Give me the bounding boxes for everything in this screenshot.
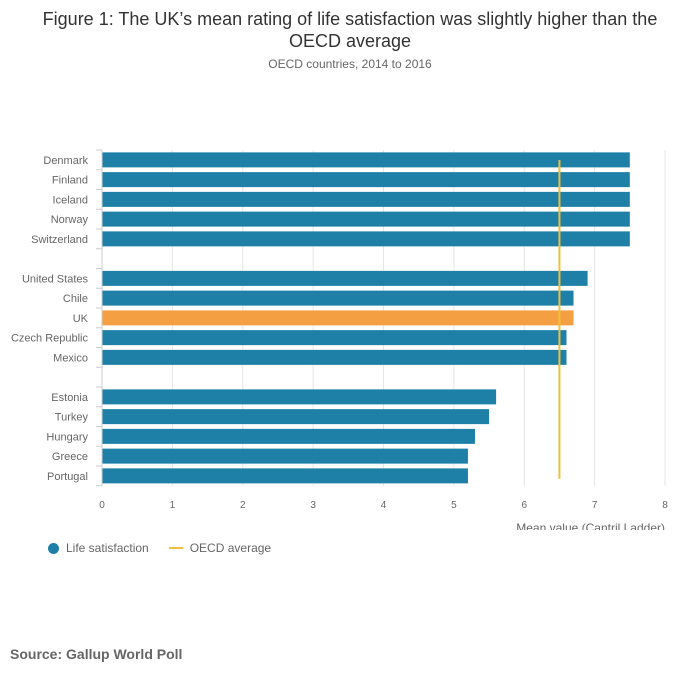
x-tick-label: 3 [310,500,316,511]
category-label-czech-republic: Czech Republic [11,333,89,345]
category-label-united-states: United States [22,273,89,285]
x-axis-label: Mean value (Cantril Ladder) [516,521,665,530]
chart-title: Figure 1: The UK’s mean rating of life s… [42,9,658,51]
x-tick-label: 4 [381,500,387,511]
x-tick-label: 1 [170,500,176,511]
bar-united-states [102,270,588,286]
bar-czech-republic [102,330,567,346]
x-tick-label: 6 [521,500,527,511]
x-tick-label: 0 [99,500,105,511]
x-tick-label: 5 [451,500,457,511]
bar-switzerland [102,231,630,247]
category-label-uk: UK [73,313,89,325]
legend-item-life-satisfaction[interactable]: Life satisfaction [48,541,149,555]
x-tick-label: 8 [662,500,668,511]
bar-hungary [102,428,475,444]
legend-line-icon [168,547,183,549]
category-label-norway: Norway [51,214,89,226]
bar-chile [102,290,574,306]
bar-greece [102,448,468,464]
bar-mexico [102,349,567,365]
category-label-finland: Finland [52,175,88,187]
bar-estonia [102,389,497,405]
category-label-hungary: Hungary [46,431,88,443]
bar-finland [102,172,630,188]
chart-subtitle: OECD countries, 2014 to 2016 [268,57,432,71]
category-label-portugal: Portugal [47,471,88,483]
category-label-iceland: Iceland [53,194,88,206]
category-label-denmark: Denmark [43,155,88,167]
bar-norway [102,211,630,227]
bar-turkey [102,409,490,425]
bar-iceland [102,191,630,207]
bar-denmark [102,152,630,168]
category-label-turkey: Turkey [55,412,89,424]
legend-item-oecd-average[interactable]: OECD average [168,541,272,555]
category-label-switzerland: Switzerland [31,234,88,246]
source-note: Source: Gallup World Poll [10,646,183,662]
category-label-greece: Greece [52,451,88,463]
legend-label-oecd-average: OECD average [189,541,272,555]
x-tick-label: 7 [592,500,598,511]
bar-uk [102,310,574,326]
category-label-mexico: Mexico [53,352,88,364]
bar-chart: Denmark Finland Iceland Norway Switzerland Un… [11,149,668,530]
legend-dot-icon [48,542,59,554]
category-label-chile: Chile [63,293,88,305]
x-tick-label: 2 [240,500,246,511]
bar-portugal [102,468,468,484]
legend: Life satisfaction OECD average [48,541,291,555]
category-label-estonia: Estonia [51,392,89,404]
legend-label-life-satisfaction: Life satisfaction [66,541,149,555]
